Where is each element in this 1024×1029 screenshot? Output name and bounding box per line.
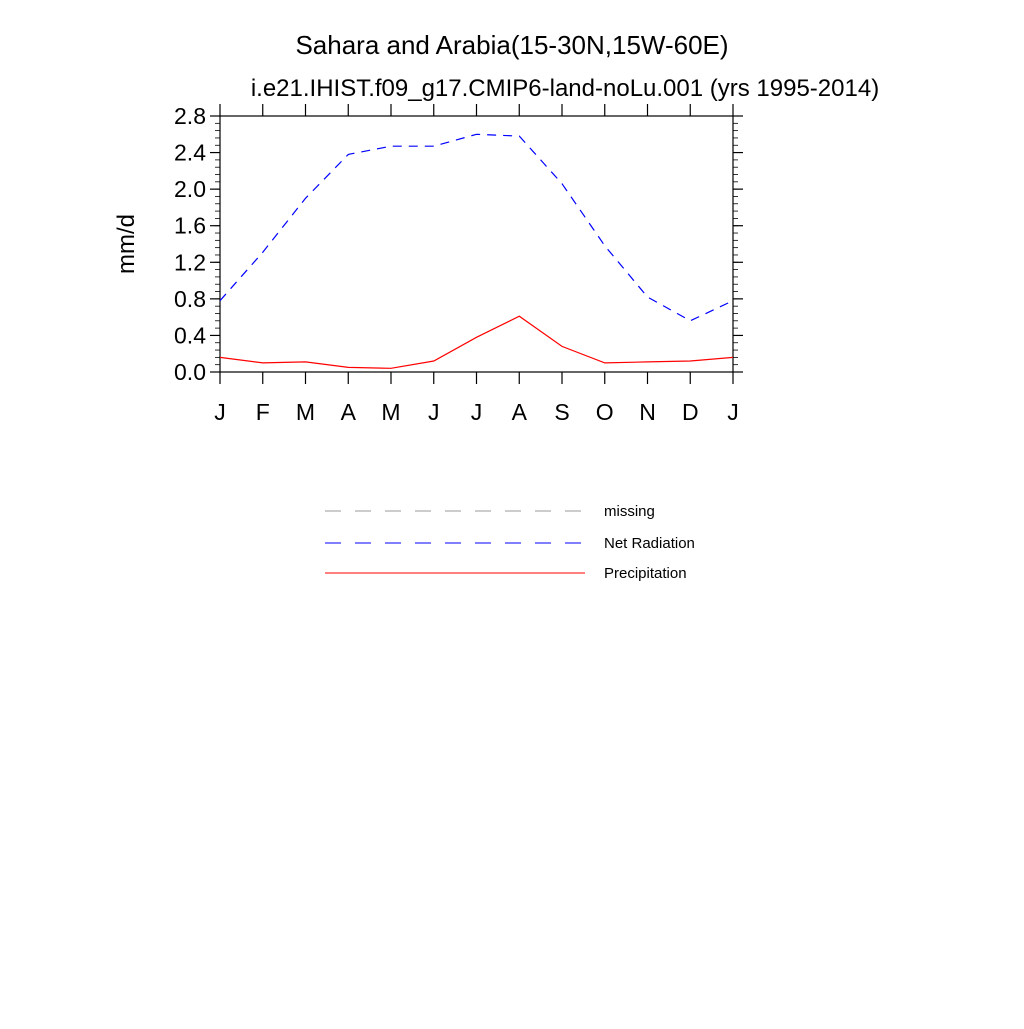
x-tick-label: A (512, 399, 528, 425)
x-tick-label: D (682, 399, 699, 425)
y-tick-label: 0.4 (174, 322, 206, 348)
series-line-net-radiation (219, 133, 734, 322)
x-tick-label: S (554, 399, 569, 425)
x-tick-label: J (471, 399, 483, 425)
series-line-precipitation (219, 315, 734, 369)
y-tick-label: 2.8 (174, 103, 206, 129)
x-tick-label: O (596, 399, 614, 425)
y-tick-label: 0.0 (174, 359, 206, 385)
y-tick-label: 1.6 (174, 213, 206, 239)
chart-subtitle: i.e21.IHIST.f09_g17.CMIP6-land-noLu.001 … (251, 75, 879, 102)
x-tick-label: J (214, 399, 226, 425)
x-tick-label: F (256, 399, 270, 425)
x-tick-label: M (381, 399, 400, 425)
plot-frame (219, 115, 734, 373)
y-tick-label: 0.8 (174, 286, 206, 312)
y-tick-label: 1.2 (174, 249, 206, 275)
y-axis-label: mm/d (113, 214, 140, 274)
legend-label-net-radiation: Net Radiation (604, 535, 695, 552)
x-tick-label: N (639, 399, 656, 425)
x-tick-label: J (727, 399, 739, 425)
y-tick-label: 2.4 (174, 140, 206, 166)
legend-label-missing: missing (604, 503, 655, 520)
x-tick-label: M (296, 399, 315, 425)
legend-label-precipitation: Precipitation (604, 565, 687, 582)
y-tick-label: 2.0 (174, 176, 206, 202)
x-tick-label: A (341, 399, 357, 425)
x-tick-label: J (428, 399, 440, 425)
chart-title: Sahara and Arabia(15-30N,15W-60E) (295, 30, 728, 60)
